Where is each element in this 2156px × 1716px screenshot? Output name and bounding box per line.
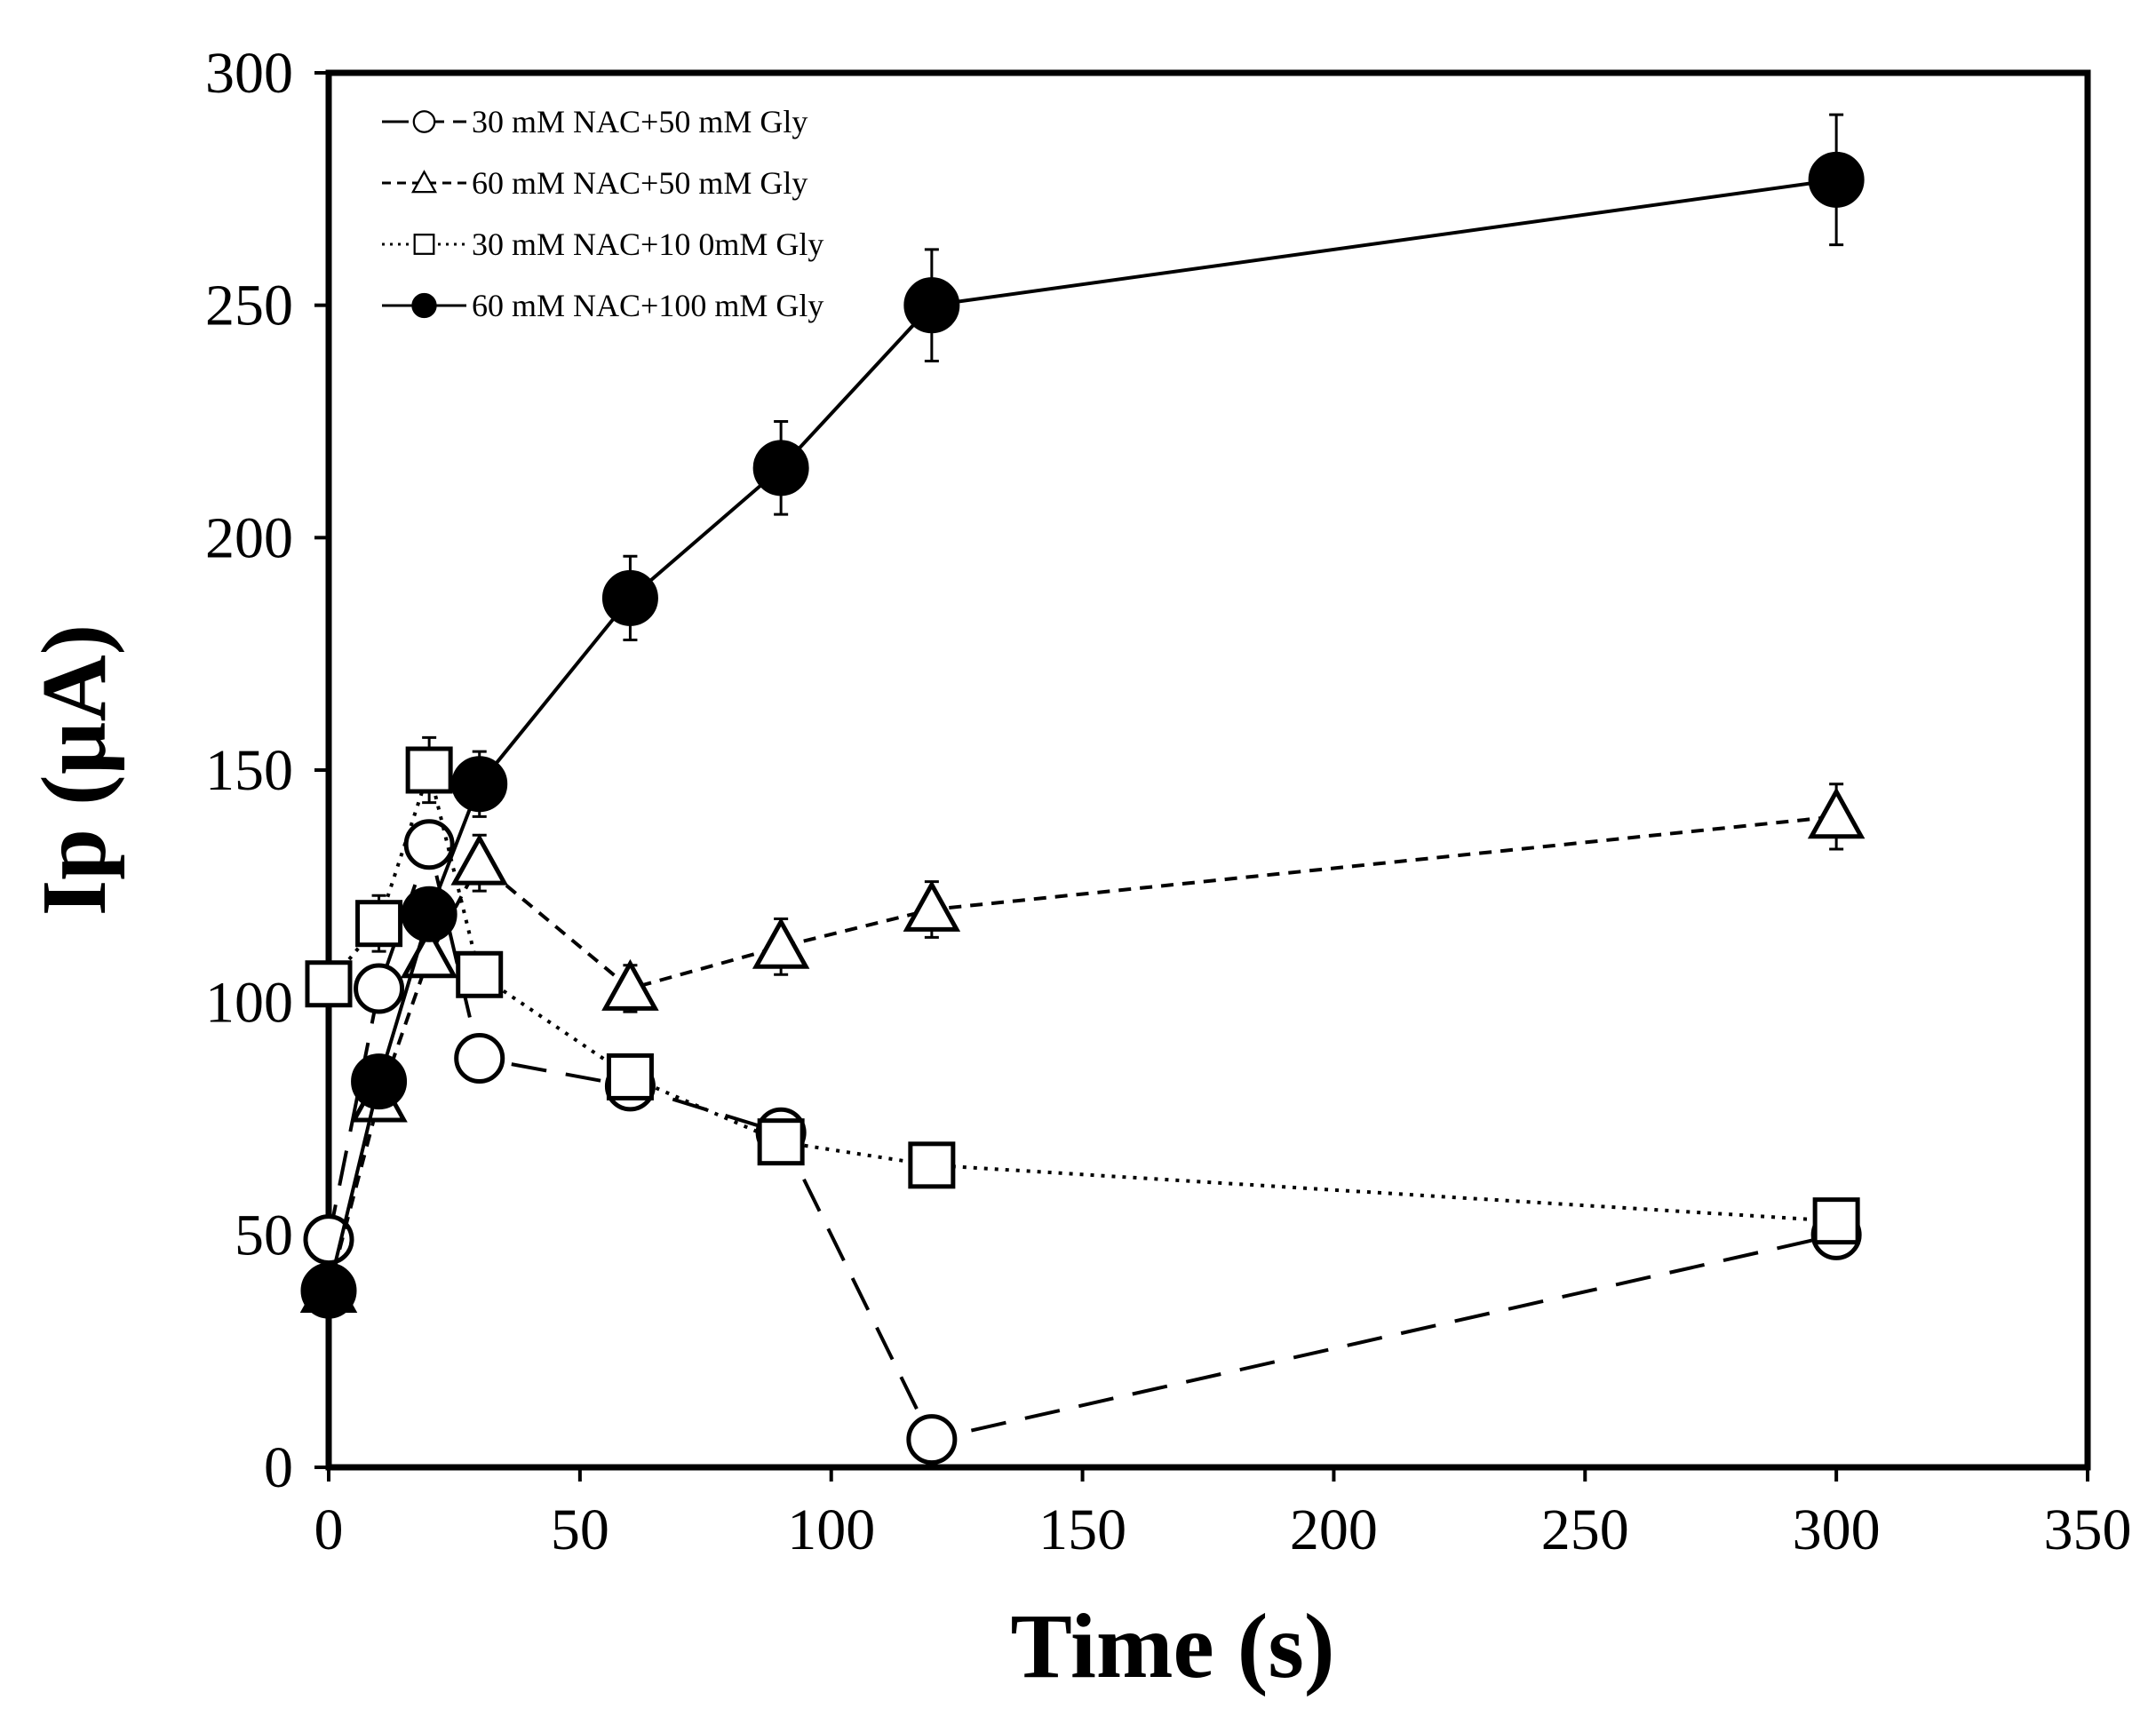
data-point [300,1262,357,1319]
legend: 30 mM NAC+50 mM Gly 60 mM NAC+50 mM Gly 30… [382,104,823,323]
series-line [327,763,1837,1223]
x-axis-title: Time (s) [1011,1595,1335,1697]
data-point [403,819,455,870]
series-layer [299,113,1866,1466]
legend-label: 60 mM NAC+100 mM Gly [472,288,823,323]
legend-item: 60 mM NAC+100 mM Gly [382,288,823,323]
data-point [1812,1197,1860,1245]
data-point [601,569,658,626]
legend-item: 60 mM NAC+50 mM Gly [382,165,808,201]
legend-item: 30 mM NAC+10 0mM Gly [382,226,823,262]
series-2 [299,783,1866,1314]
data-point [451,756,508,813]
legend-item: 30 mM NAC+50 mM Gly [382,104,808,139]
data-point [450,833,508,886]
data-point [454,1032,505,1084]
data-point [1808,151,1865,208]
data-point [354,963,405,1014]
legend-label: 30 mM NAC+10 0mM Gly [472,226,823,262]
data-point [305,960,353,1008]
y-tick-label: 0 [264,1435,293,1500]
data-point [752,440,809,497]
series-line [327,838,1837,1442]
data-point [401,886,457,942]
x-tick-label: 0 [314,1498,344,1562]
series-line [327,178,1837,1291]
legend-marker [413,234,435,255]
legend-marker [412,110,436,133]
y-tick-label: 100 [205,971,293,1036]
x-tick-label: 300 [1793,1498,1881,1562]
legend-label: 60 mM NAC+50 mM Gly [472,165,808,201]
series-4 [300,113,1865,1319]
data-point [1807,787,1866,839]
plot-frame [325,69,2091,1471]
x-tick-label: 250 [1541,1498,1629,1562]
data-point [908,1141,956,1189]
data-point [405,746,453,794]
y-tick-label: 200 [205,505,293,570]
data-point [351,1053,408,1110]
y-tick-label: 50 [235,1203,293,1267]
data-point [355,900,403,948]
tick-marks: 0 50 100 150 200 250 300 350 0 50 100 150 200 250 300 [205,41,2132,1562]
data-point [601,958,659,1011]
legend-marker [410,170,438,194]
y-tick-label: 250 [205,274,293,338]
x-tick-label: 100 [787,1498,875,1562]
data-point [903,277,960,334]
series-1 [303,819,1862,1466]
y-tick-label: 150 [205,738,293,803]
series-3 [305,735,1860,1245]
data-point [456,950,504,998]
y-axis-title: Ip (µA) [23,624,125,917]
legend-marker [411,292,437,319]
y-tick-label: 300 [205,41,293,106]
data-point [757,1118,805,1166]
legend-label: 30 mM NAC+50 mM Gly [472,104,808,139]
data-point [906,1414,958,1466]
x-tick-label: 50 [551,1498,609,1562]
data-point [606,1053,654,1100]
series-line [327,814,1837,1291]
x-tick-label: 200 [1290,1498,1378,1562]
x-tick-label: 150 [1038,1498,1126,1562]
x-tick-label: 350 [2044,1498,2132,1562]
data-point [752,917,810,969]
data-point [903,879,961,932]
